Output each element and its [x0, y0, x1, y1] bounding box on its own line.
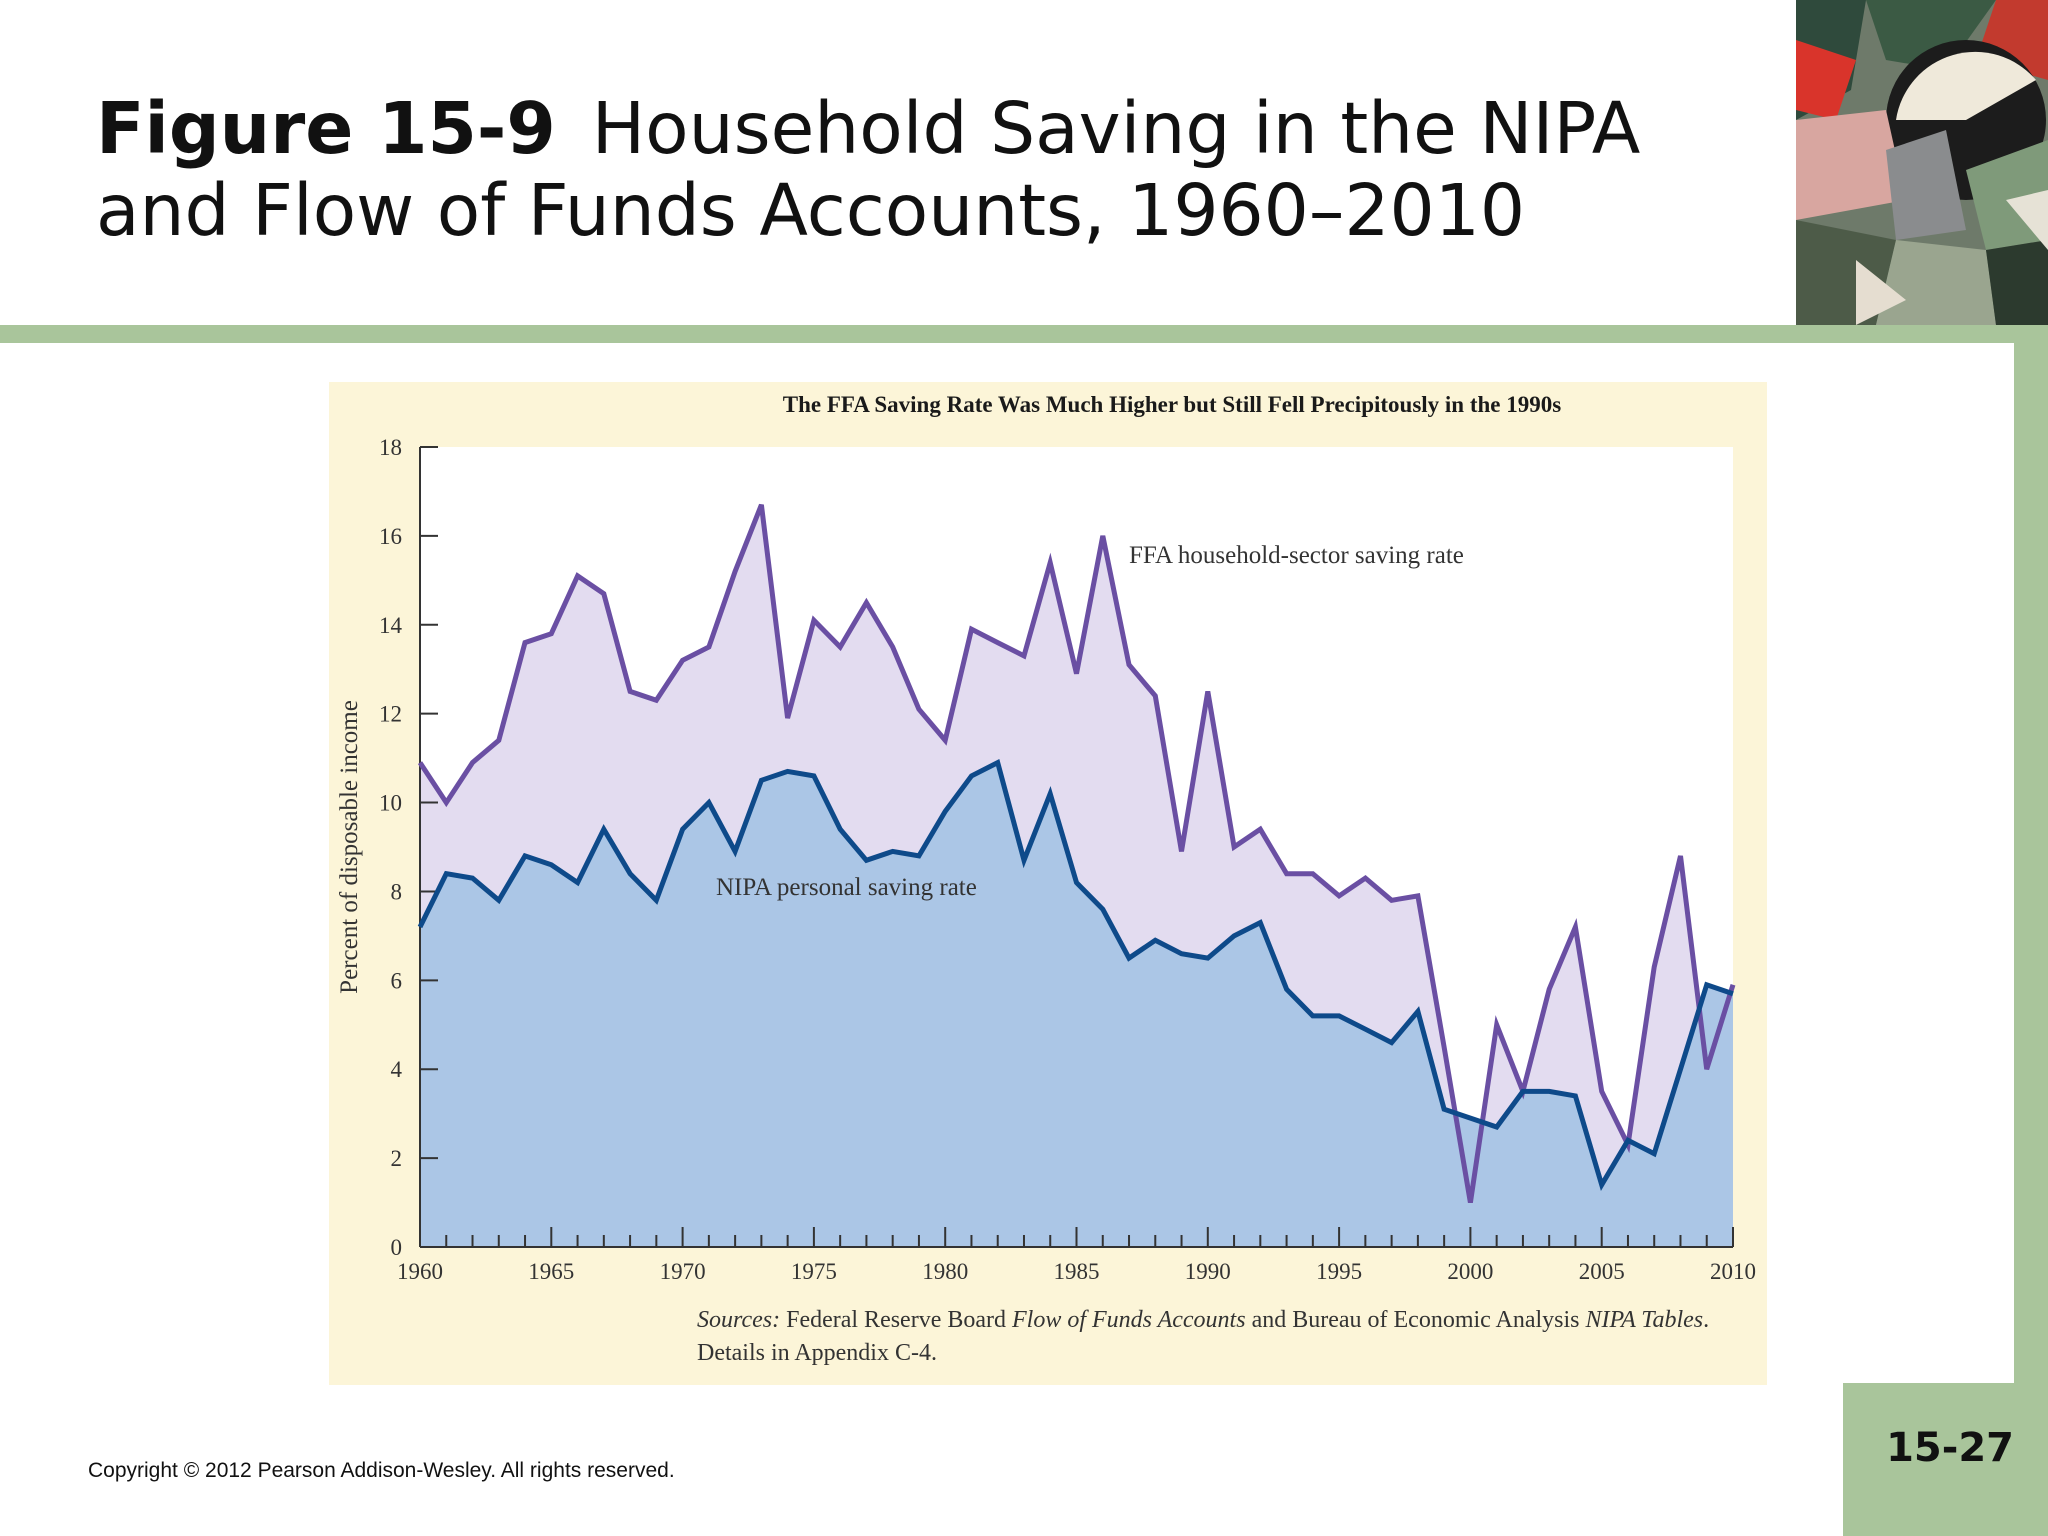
chart-title: The FFA Saving Rate Was Much Higher but …: [783, 392, 1561, 417]
ffa-series-label: FFA household-sector saving rate: [1129, 542, 1464, 569]
x-tick-label: 1975: [791, 1259, 837, 1284]
x-tick-label: 1960: [397, 1259, 443, 1284]
saving-rate-chart: The FFA Saving Rate Was Much Higher but …: [336, 392, 1756, 1284]
accent-band: [0, 325, 2048, 343]
y-tick-label: 2: [391, 1146, 403, 1171]
decorative-painting-image: [1796, 0, 2048, 325]
page-number-box: 15-27: [1843, 1383, 2048, 1536]
x-tick-label: 1990: [1185, 1259, 1231, 1284]
sources-note: Sources: Federal Reserve Board Flow of F…: [697, 1304, 1737, 1370]
x-tick-label: 1995: [1316, 1259, 1362, 1284]
y-tick-label: 6: [391, 968, 403, 993]
x-tick-label: 1970: [660, 1259, 706, 1284]
y-tick-label: 16: [379, 524, 402, 549]
sources-title-nipa: NIPA Tables: [1585, 1307, 1704, 1333]
title-line-1: Household Saving in the NIPA: [591, 87, 1641, 170]
nipa-area-fill: [420, 762, 1733, 1247]
nipa-series-label: NIPA personal saving rate: [716, 874, 977, 901]
x-tick-label: 2000: [1447, 1259, 1493, 1284]
right-accent-strip: [2014, 325, 2048, 1536]
y-axis-label: Percent of disposable income: [336, 700, 363, 994]
sources-label: Sources:: [697, 1307, 781, 1333]
slide-title: Figure 15-9 Household Saving in the NIPA …: [96, 88, 1736, 252]
x-tick-label: 1980: [922, 1259, 968, 1284]
x-tick-label: 2005: [1579, 1259, 1625, 1284]
title-line-2: and Flow of Funds Accounts, 1960–2010: [96, 169, 1526, 252]
sources-title-ffa: Flow of Funds Accounts: [1012, 1307, 1246, 1333]
copyright-notice: Copyright © 2012 Pearson Addison-Wesley.…: [88, 1459, 675, 1482]
y-tick-label: 12: [379, 702, 402, 727]
y-tick-label: 4: [391, 1057, 403, 1082]
figure-number: Figure 15-9: [96, 87, 556, 170]
nipa-series-line: [417, 758, 1734, 1192]
ffa-series-line: [417, 503, 1736, 1204]
x-tick-label: 1985: [1054, 1259, 1100, 1284]
x-tick-label: 2010: [1710, 1259, 1756, 1284]
sources-text-1: Federal Reserve Board: [780, 1307, 1013, 1333]
chart-panel: The FFA Saving Rate Was Much Higher but …: [329, 382, 1767, 1385]
y-tick-label: 10: [379, 791, 402, 816]
y-tick-label: 18: [379, 435, 402, 460]
y-tick-label: 8: [391, 879, 403, 904]
y-tick-label: 14: [379, 613, 403, 638]
x-tick-label: 1965: [528, 1259, 574, 1284]
page-number: 15-27: [1886, 1425, 2014, 1471]
y-tick-label: 0: [391, 1235, 403, 1260]
sources-text-3: . Details in Appendix C-4.: [697, 1307, 1710, 1366]
sources-text-2: and Bureau of Economic Analysis: [1245, 1307, 1586, 1333]
